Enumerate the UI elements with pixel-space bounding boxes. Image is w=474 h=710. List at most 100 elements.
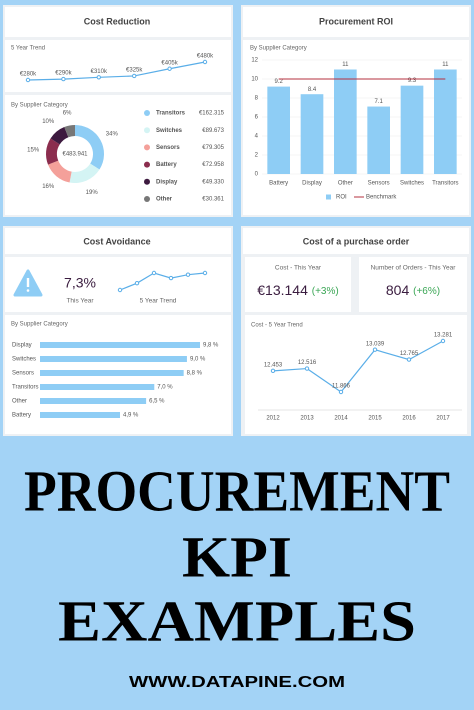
x-tick-label: Display <box>302 181 322 187</box>
legend-value: €89.673 <box>202 128 224 134</box>
legend-label: Switches <box>156 128 183 134</box>
bar <box>400 85 424 174</box>
point <box>151 270 157 276</box>
donut-slice <box>50 127 69 145</box>
legend-swatch <box>144 110 150 116</box>
legend-label: Display <box>156 179 178 185</box>
value-label: 6,5 % <box>149 399 165 405</box>
value-label: 8,8 % <box>187 371 203 377</box>
value-label: 12.516 <box>298 360 317 366</box>
donut-slice <box>48 160 72 183</box>
card-title: 5 Year Trend <box>11 46 45 52</box>
y-tick-label: Display <box>12 343 32 349</box>
value-label: 8.4 <box>308 87 317 93</box>
legend-label: Transitors <box>156 111 186 117</box>
panel-header <box>243 7 469 37</box>
value-label: 19% <box>86 190 99 196</box>
value-label: €405k <box>161 60 178 66</box>
value-label: €325k <box>126 68 143 74</box>
card <box>359 257 467 312</box>
card <box>5 257 231 312</box>
kpi-value: €13.144 (+3%) <box>257 282 338 298</box>
donut-slice <box>75 125 104 170</box>
x-tick-label: 2016 <box>402 416 416 422</box>
bar <box>367 106 390 174</box>
value-label: 9,8 % <box>203 343 219 349</box>
x-tick-label: 2015 <box>368 416 382 422</box>
value-label: 6% <box>63 110 72 116</box>
panel-title: Cost Avoidance <box>83 236 150 246</box>
point <box>25 77 31 83</box>
y-tick-label: Switches <box>12 357 36 363</box>
x-tick-label: 2012 <box>266 416 280 422</box>
card <box>5 40 231 92</box>
point <box>117 287 123 293</box>
value-label: 9,0 % <box>190 357 206 363</box>
kpi-number: €13.144 <box>257 282 308 298</box>
panel-header <box>5 228 231 254</box>
panel-title: Cost of a purchase order <box>303 236 410 246</box>
value-label: 16% <box>42 184 55 190</box>
point <box>134 281 140 286</box>
legend-swatch <box>144 178 150 185</box>
legend-swatch <box>144 144 150 151</box>
x-tick-label: Transitors <box>432 181 458 187</box>
kpi-change: (+6%) <box>413 286 440 297</box>
legend-label: Benchmark <box>366 195 397 201</box>
kpi-number: 804 <box>386 282 410 298</box>
value-label: €480k <box>197 54 214 60</box>
kpi-label: This Year <box>66 298 94 305</box>
point <box>202 59 208 65</box>
value-label: 12.453 <box>264 362 283 368</box>
value-label: €290k <box>55 71 72 77</box>
kpi-label: Number of Orders - This Year <box>371 265 457 272</box>
value-label: 7,0 % <box>157 385 173 391</box>
donut-slice <box>64 125 75 138</box>
point <box>406 357 412 362</box>
legend-value: €72.958 <box>202 162 224 168</box>
point <box>61 76 66 82</box>
bar <box>267 86 290 174</box>
point <box>440 338 446 344</box>
y-tick-label: 12 <box>251 58 258 64</box>
y-tick-label: 10 <box>251 77 258 83</box>
point <box>202 270 208 276</box>
value-label: 10% <box>42 119 55 125</box>
card <box>245 257 351 312</box>
value-label: €280k <box>20 72 37 78</box>
y-tick-label: Battery <box>12 413 31 419</box>
kpi-value: 7,3% <box>64 275 96 291</box>
legend-label: ROI <box>336 195 347 201</box>
legend-value: €49.330 <box>202 179 224 185</box>
value-label: 7.1 <box>374 99 383 105</box>
y-tick-label: 2 <box>255 153 259 159</box>
kpi-label: Cost - This Year <box>275 265 322 272</box>
kpi-value: 804 (+6%) <box>386 282 440 298</box>
bar <box>40 342 200 348</box>
x-tick-label: 2017 <box>436 416 450 422</box>
y-tick-label: 0 <box>255 172 259 178</box>
value-label: 11 <box>442 62 449 68</box>
bar <box>40 384 155 390</box>
bar <box>40 412 120 418</box>
panel-header <box>5 7 231 37</box>
banner-title: EXAMPLES <box>58 588 416 653</box>
panel-title: Procurement ROI <box>319 16 393 26</box>
x-tick-label: Battery <box>269 181 288 187</box>
bar <box>40 398 147 404</box>
bar <box>40 356 187 362</box>
card-title: Cost - 5 Year Trend <box>251 323 303 329</box>
value-label: 9.3 <box>408 78 417 84</box>
value-label: 34% <box>106 131 119 137</box>
y-tick-label: 6 <box>255 115 259 121</box>
legend-swatch <box>144 196 150 202</box>
legend-label: Battery <box>156 162 177 168</box>
kpi-change: (+3%) <box>312 286 339 297</box>
center-label: €483.941 <box>62 152 88 158</box>
bar <box>40 370 184 376</box>
panel-title: Cost Reduction <box>84 16 151 26</box>
value-label: 13.281 <box>434 333 453 339</box>
point <box>338 389 344 395</box>
